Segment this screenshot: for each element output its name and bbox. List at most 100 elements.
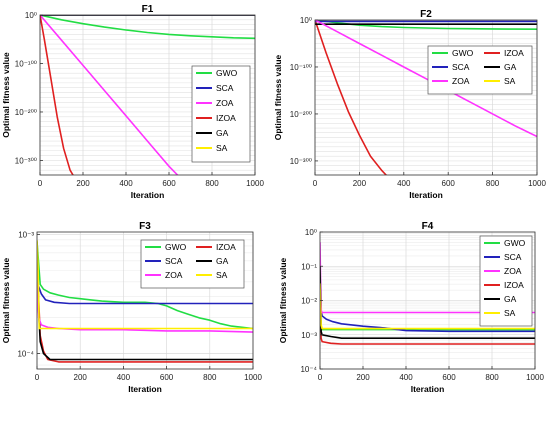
y-axis-label: Optimal fitness value xyxy=(273,54,283,140)
legend-label-sca: SCA xyxy=(504,252,522,262)
legend: GWO IZOA SCA GA ZOA SA xyxy=(140,239,245,289)
legend-label-sa: SA xyxy=(216,143,228,153)
x-tick-label: 800 xyxy=(485,373,499,382)
legend-label-zoa: ZOA xyxy=(216,98,234,108)
series-sa-line xyxy=(37,240,253,330)
x-tick-label: 600 xyxy=(442,373,456,382)
series-zoa-line xyxy=(315,20,537,138)
legend: GWO SCA ZOA IZOA GA SA xyxy=(479,235,533,327)
y-tick-label: 10⁻³⁰⁰ xyxy=(290,157,312,166)
legend-label-sa: SA xyxy=(504,76,516,86)
chart-title: F4 xyxy=(422,221,434,232)
y-tick-label: 10⁰ xyxy=(305,228,317,237)
y-tick-label: 10⁻⁴ xyxy=(17,350,34,359)
x-tick-label: 200 xyxy=(76,179,90,188)
x-tick-label: 200 xyxy=(74,373,88,382)
series-sa-line xyxy=(320,283,535,330)
legend-label-gwo: GWO xyxy=(165,242,187,252)
x-tick-label: 800 xyxy=(205,179,219,188)
legend-label-gwo: GWO xyxy=(452,48,474,58)
axes-frame xyxy=(36,231,254,370)
legend-label-ga: GA xyxy=(216,128,229,138)
x-axis-label: Iteration xyxy=(128,384,162,394)
x-tick-label: 1000 xyxy=(528,179,546,188)
x-tick-label: 0 xyxy=(318,373,323,382)
x-tick-label: 200 xyxy=(356,373,370,382)
series-sca-line xyxy=(320,273,535,333)
y-tick-label: 10⁰ xyxy=(25,11,37,20)
x-tick-label: 800 xyxy=(203,373,217,382)
legend-label-sca: SCA xyxy=(452,62,470,72)
x-tick-label: 400 xyxy=(117,373,131,382)
x-tick-label: 600 xyxy=(160,373,174,382)
y-tick-label: 10⁻³ xyxy=(18,230,34,239)
panel-4: 0 200 400 600 800 1000 10⁰ 10⁻¹ 10⁻² 10⁻³ 10⁻⁴ F4 It… xyxy=(278,221,544,394)
y-axis-label: Optimal fitness value xyxy=(278,257,288,343)
legend-label-zoa: ZOA xyxy=(452,76,470,86)
y-tick-label: 10⁻²⁰⁰ xyxy=(290,110,312,119)
legend-label-ga: GA xyxy=(504,62,517,72)
series-group xyxy=(315,20,537,175)
legend-box xyxy=(191,65,251,163)
x-tick-label: 600 xyxy=(442,179,456,188)
x-axis-label: Iteration xyxy=(131,190,165,200)
x-tick-label: 1000 xyxy=(244,373,262,382)
panel-3: 0 200 400 600 800 1000 10⁻³ 10⁻⁴ F3 Iteration Opti… xyxy=(1,221,262,394)
x-tick-label: 0 xyxy=(313,179,318,188)
series-zoa-line xyxy=(40,15,179,175)
y-tick-label: 10⁻³ xyxy=(301,331,317,340)
legend-label-gwo: GWO xyxy=(216,68,238,78)
legend-box xyxy=(479,235,533,327)
y-tick-label: 10⁻¹⁰⁰ xyxy=(290,63,312,72)
y-tick-label: 10⁻¹ xyxy=(301,262,317,271)
x-tick-label: 1000 xyxy=(526,373,544,382)
y-tick-label: 10⁻⁴ xyxy=(300,365,317,374)
y-tick-label: 10⁻² xyxy=(301,297,317,306)
legend-label-sa: SA xyxy=(504,308,516,318)
x-tick-label: 400 xyxy=(119,179,133,188)
legend-label-izoa: IZOA xyxy=(216,113,236,123)
panel-2: 0 200 400 600 800 1000 10⁰ 10⁻¹⁰⁰ 10⁻²⁰⁰ 10⁻³⁰⁰ F2… xyxy=(273,9,546,200)
legend-label-izoa: IZOA xyxy=(504,48,524,58)
y-tick-label: 10⁻²⁰⁰ xyxy=(15,108,37,117)
y-tick-label: 10⁻¹⁰⁰ xyxy=(15,59,37,68)
legend-label-gwo: GWO xyxy=(504,238,526,248)
series-izoa-line xyxy=(315,20,388,175)
y-tick-label: 10⁰ xyxy=(300,16,312,25)
legend-label-izoa: IZOA xyxy=(216,242,236,252)
legend-label-sca: SCA xyxy=(165,256,183,266)
chart-title: F3 xyxy=(139,221,151,232)
panel-1: 0 200 400 600 800 1000 10⁰ 10⁻¹⁰⁰ 10⁻²⁰⁰ 10⁻³⁰⁰ F1… xyxy=(1,4,264,200)
legend-label-ga: GA xyxy=(216,256,229,266)
series-izoa-line xyxy=(40,15,74,175)
x-tick-label: 400 xyxy=(399,373,413,382)
chart-title: F2 xyxy=(420,9,432,20)
legend: GWO SCA ZOA IZOA GA SA xyxy=(191,65,251,163)
legend-label-sca: SCA xyxy=(216,83,234,93)
series-gwo-line xyxy=(40,15,255,40)
series-group xyxy=(320,242,535,345)
x-tick-label: 200 xyxy=(353,179,367,188)
x-tick-label: 800 xyxy=(486,179,500,188)
series-group xyxy=(37,240,253,363)
legend-label-zoa: ZOA xyxy=(504,266,522,276)
x-tick-label: 0 xyxy=(38,179,43,188)
x-tick-label: 400 xyxy=(397,179,411,188)
axes-frame xyxy=(39,14,256,176)
legend-label-izoa: IZOA xyxy=(504,280,524,290)
series-sca-line xyxy=(37,281,253,305)
x-tick-label: 600 xyxy=(162,179,176,188)
x-axis-label: Iteration xyxy=(409,190,443,200)
chart-title: F1 xyxy=(142,4,154,15)
x-axis-label: Iteration xyxy=(411,384,445,394)
y-axis-label: Optimal fitness value xyxy=(1,257,11,343)
axes-frame xyxy=(314,19,538,176)
y-tick-label: 10⁻³⁰⁰ xyxy=(15,156,37,165)
x-tick-label: 1000 xyxy=(246,179,264,188)
legend-label-ga: GA xyxy=(504,294,517,304)
series-gwo-line xyxy=(37,241,253,330)
legend-label-sa: SA xyxy=(216,270,228,280)
x-tick-label: 0 xyxy=(35,373,40,382)
legend: GWO IZOA SCA GA ZOA SA xyxy=(427,45,533,95)
